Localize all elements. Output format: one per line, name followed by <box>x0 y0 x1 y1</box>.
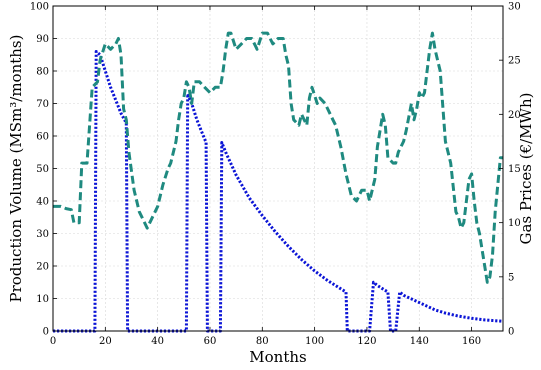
x-tick-label: 140 <box>410 336 429 347</box>
y-right-tick-label: 0 <box>508 327 514 338</box>
y-axis-right-label: Gas Prices (€/MWh) <box>517 93 535 245</box>
y-left-tick-label: 20 <box>36 262 49 273</box>
tick-layer: 0 20 40 60 80 100 120 140 1600102030405060708090… <box>30 2 521 348</box>
y-right-tick-label: 15 <box>508 164 521 175</box>
x-axis-label: Months <box>249 348 306 366</box>
y-left-tick-label: 40 <box>36 197 49 208</box>
y-axis-left-label: Production Volume (MSm³/months) <box>7 35 25 303</box>
x-tick-label: 120 <box>357 336 376 347</box>
y-right-tick-label: 5 <box>508 272 514 283</box>
x-tick-label: 60 <box>204 336 217 347</box>
y-right-tick-label: 20 <box>508 110 521 121</box>
y-left-tick-label: 70 <box>36 99 49 110</box>
x-tick-label: 0 <box>50 336 56 347</box>
y-right-tick-label: 30 <box>508 2 521 13</box>
y-left-tick-label: 50 <box>36 164 49 175</box>
y-left-tick-label: 80 <box>36 67 49 78</box>
gas-price-line <box>53 31 503 284</box>
y-left-tick-label: 100 <box>30 2 49 13</box>
y-left-tick-label: 30 <box>36 229 49 240</box>
y-left-tick-label: 0 <box>43 327 49 338</box>
x-tick-label: 20 <box>99 336 112 347</box>
y-left-tick-label: 90 <box>36 34 49 45</box>
x-tick-label: 80 <box>256 336 269 347</box>
y-left-tick-label: 10 <box>36 294 49 305</box>
x-tick-label: 160 <box>462 336 481 347</box>
series-layer <box>53 31 504 333</box>
y-right-tick-label: 25 <box>508 56 521 67</box>
x-tick-label: 100 <box>305 336 324 347</box>
y-left-tick-label: 60 <box>36 132 49 143</box>
x-tick-label: 40 <box>151 336 164 347</box>
y-right-tick-label: 10 <box>508 218 521 229</box>
production-volume-line <box>53 50 504 333</box>
